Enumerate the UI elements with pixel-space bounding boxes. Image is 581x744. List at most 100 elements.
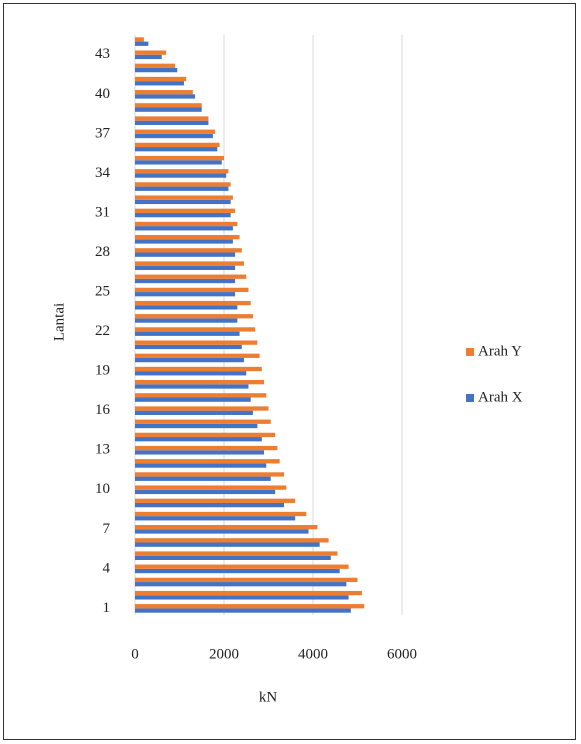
bar [135, 76, 187, 82]
bar [135, 450, 265, 455]
y-tick-label: 28 [95, 244, 110, 260]
bar [135, 485, 287, 490]
bar [135, 173, 227, 178]
bar [135, 107, 202, 112]
bar [135, 577, 358, 583]
bar [135, 261, 245, 266]
bar [135, 133, 213, 139]
bar [135, 160, 222, 165]
bar [135, 103, 202, 108]
bar [135, 511, 307, 517]
bar [135, 564, 349, 569]
bar [135, 397, 251, 402]
bar [135, 67, 178, 73]
bar [135, 120, 209, 125]
legend-swatch [466, 394, 474, 402]
y-tick-label: 43 [95, 46, 110, 62]
bar [135, 459, 280, 464]
bar [135, 129, 216, 134]
bar [135, 182, 231, 187]
bar [135, 516, 296, 521]
bar [135, 344, 242, 350]
bar [135, 432, 276, 438]
x-tick-label: 0 [131, 646, 139, 662]
bar [135, 340, 258, 345]
bar [135, 169, 229, 174]
bar [135, 604, 365, 609]
bar [135, 300, 251, 306]
bar [135, 590, 362, 596]
bar [135, 54, 162, 60]
bar [135, 287, 249, 293]
bar [135, 274, 247, 279]
legend-label: Arah Y [478, 343, 522, 359]
bar [135, 186, 229, 191]
bar [135, 410, 253, 415]
y-tick-label: 13 [95, 442, 110, 458]
bar [135, 90, 193, 95]
bar [135, 212, 231, 218]
bar [135, 199, 231, 205]
y-axis-title: Lantai [51, 303, 67, 341]
y-tick-label: 25 [95, 283, 110, 299]
bar [135, 366, 262, 372]
bar [135, 142, 220, 148]
bar [135, 353, 260, 358]
bar [135, 331, 240, 336]
bar [135, 318, 238, 323]
bar [135, 472, 285, 477]
y-tick-label: 31 [95, 204, 110, 220]
bar [135, 265, 236, 270]
y-tick-label: 19 [95, 363, 110, 379]
bar [135, 419, 271, 424]
bar [135, 81, 184, 86]
y-tick-label: 7 [103, 521, 111, 537]
bar [135, 445, 278, 451]
bar [135, 235, 240, 240]
bar [135, 582, 347, 587]
bar [135, 239, 233, 244]
bar [135, 292, 236, 297]
bar [135, 357, 245, 363]
bar [135, 489, 276, 495]
y-tick-label: 1 [103, 600, 111, 616]
bar [135, 406, 269, 411]
bar [135, 155, 224, 161]
bar [135, 195, 233, 200]
bar [135, 423, 258, 429]
bar [135, 595, 349, 600]
bar [135, 41, 149, 46]
legend-swatch [466, 348, 474, 356]
bar [135, 551, 338, 556]
bar [135, 252, 236, 257]
y-tick-label: 16 [95, 402, 111, 418]
y-tick-label: 4 [103, 560, 111, 576]
bar [135, 437, 262, 442]
x-tick-label: 2000 [209, 646, 239, 662]
bar [135, 380, 265, 385]
bar [135, 538, 329, 543]
bar [135, 542, 320, 547]
bar [135, 555, 331, 560]
bar [135, 305, 238, 310]
y-tick-label: 40 [95, 86, 110, 102]
chart-border [3, 3, 576, 740]
bar [135, 568, 340, 574]
bar [135, 116, 209, 121]
bar [135, 314, 253, 319]
bar [135, 37, 144, 42]
bar [135, 221, 238, 227]
bar [135, 529, 309, 534]
bar [135, 393, 267, 398]
bar [135, 371, 247, 376]
y-tick-label: 34 [95, 165, 111, 181]
x-tick-label: 4000 [298, 646, 328, 662]
bar [135, 208, 236, 213]
x-axis-title: kN [259, 689, 278, 705]
bar [135, 327, 256, 332]
bar [135, 94, 196, 99]
bar [135, 498, 296, 503]
bar [135, 226, 233, 231]
y-tick-label: 10 [95, 481, 110, 497]
bar [135, 608, 351, 613]
